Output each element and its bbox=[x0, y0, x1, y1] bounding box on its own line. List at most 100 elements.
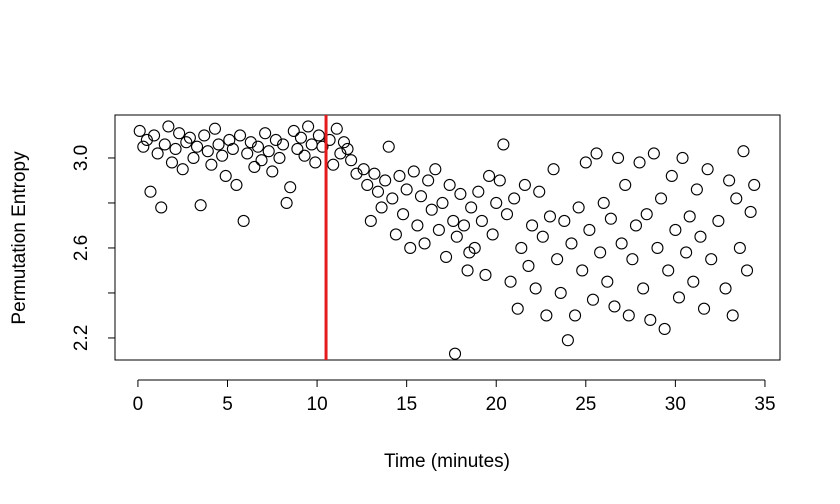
point bbox=[651, 241, 664, 255]
point bbox=[404, 241, 417, 255]
point bbox=[205, 158, 218, 171]
point bbox=[504, 275, 517, 288]
point bbox=[345, 154, 358, 167]
point bbox=[461, 264, 474, 277]
point bbox=[515, 241, 528, 255]
point bbox=[414, 190, 428, 203]
point bbox=[694, 230, 707, 243]
point bbox=[241, 147, 254, 160]
point bbox=[705, 253, 718, 266]
point bbox=[579, 156, 592, 169]
point bbox=[151, 147, 164, 160]
point bbox=[418, 237, 431, 250]
point bbox=[443, 178, 456, 192]
point bbox=[298, 149, 311, 162]
point bbox=[280, 196, 293, 210]
point bbox=[180, 136, 193, 149]
point bbox=[680, 246, 693, 259]
point bbox=[472, 185, 485, 198]
point bbox=[194, 199, 207, 212]
point bbox=[144, 185, 157, 198]
point bbox=[723, 174, 736, 187]
y-tick-label: 3.0 bbox=[71, 145, 92, 171]
point bbox=[697, 302, 711, 315]
point bbox=[400, 183, 413, 196]
point bbox=[255, 154, 268, 167]
point bbox=[497, 138, 510, 151]
point bbox=[547, 163, 560, 176]
point bbox=[669, 223, 682, 237]
point bbox=[368, 167, 381, 180]
point bbox=[259, 127, 272, 140]
point bbox=[429, 163, 442, 176]
point bbox=[244, 136, 257, 149]
point bbox=[640, 208, 653, 221]
point bbox=[133, 124, 146, 138]
point bbox=[148, 129, 161, 142]
point bbox=[511, 302, 524, 315]
point bbox=[533, 185, 546, 198]
x-tick-label: 30 bbox=[665, 394, 686, 415]
point bbox=[712, 214, 725, 228]
point bbox=[422, 174, 435, 187]
point bbox=[266, 165, 279, 178]
point bbox=[323, 133, 336, 147]
point bbox=[350, 167, 363, 180]
point bbox=[490, 196, 503, 210]
point bbox=[330, 122, 343, 135]
point bbox=[248, 160, 261, 174]
point bbox=[191, 140, 204, 153]
point bbox=[662, 264, 675, 277]
point bbox=[276, 138, 290, 151]
point bbox=[637, 282, 650, 295]
point bbox=[287, 124, 300, 138]
point bbox=[748, 178, 761, 192]
point bbox=[305, 138, 318, 151]
point bbox=[284, 181, 297, 194]
point bbox=[647, 147, 660, 160]
point bbox=[733, 241, 746, 255]
point bbox=[565, 237, 578, 250]
point bbox=[389, 228, 402, 241]
y-axis-title: Permutation Entropy bbox=[9, 151, 30, 325]
point bbox=[672, 291, 686, 304]
point bbox=[371, 185, 385, 198]
point bbox=[187, 151, 200, 165]
point bbox=[543, 210, 557, 223]
point bbox=[629, 219, 643, 232]
point bbox=[726, 309, 739, 322]
point bbox=[644, 313, 657, 327]
x-tick-label: 25 bbox=[575, 394, 596, 415]
point bbox=[262, 145, 275, 158]
point bbox=[173, 127, 186, 140]
point bbox=[364, 214, 377, 228]
point bbox=[341, 142, 354, 156]
point bbox=[393, 169, 406, 183]
x-tick-label: 15 bbox=[396, 394, 417, 415]
point bbox=[526, 219, 539, 232]
point bbox=[633, 156, 646, 169]
point bbox=[744, 205, 757, 219]
point bbox=[601, 275, 614, 288]
point bbox=[576, 264, 589, 277]
point bbox=[337, 136, 351, 149]
point bbox=[237, 214, 250, 228]
point bbox=[411, 219, 424, 232]
y-tick-label: 2.6 bbox=[71, 235, 92, 261]
point bbox=[536, 230, 549, 243]
point bbox=[665, 169, 678, 183]
point bbox=[312, 129, 325, 142]
point bbox=[162, 120, 175, 133]
point bbox=[518, 178, 531, 192]
point bbox=[654, 192, 668, 205]
point bbox=[198, 129, 211, 142]
point bbox=[475, 214, 488, 228]
point bbox=[230, 178, 243, 192]
point bbox=[183, 131, 196, 144]
point bbox=[361, 178, 374, 192]
point bbox=[447, 214, 460, 228]
point bbox=[465, 201, 478, 214]
x-tick-label: 20 bbox=[486, 394, 507, 415]
point bbox=[740, 264, 754, 277]
